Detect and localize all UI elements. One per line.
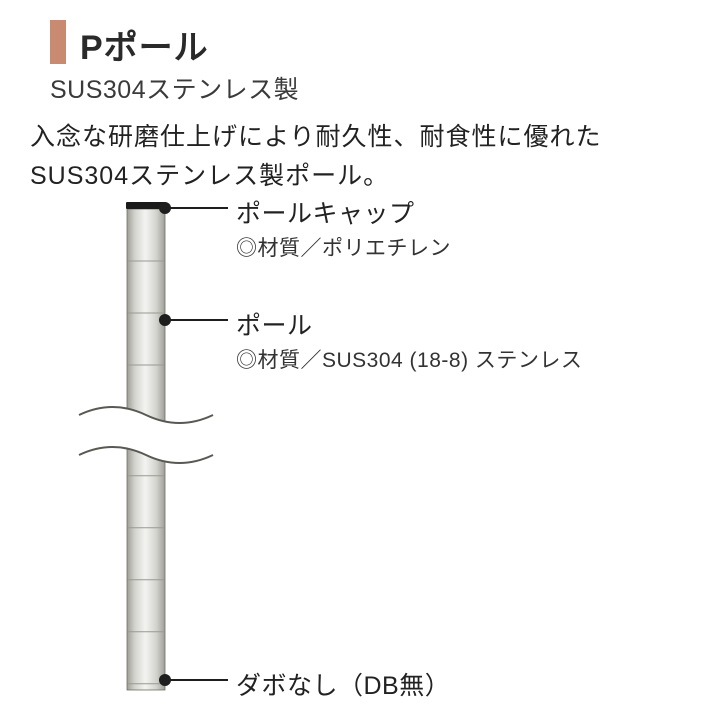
callout-cap-title: ポールキャップ — [236, 194, 451, 230]
callout-pole: ポール ◎材質／SUS304 (18-8) ステンレス — [236, 306, 582, 374]
page-subtitle: SUS304ステンレス製 — [50, 70, 299, 106]
callout-bottom: ダボなし（DB無） — [236, 666, 450, 704]
callout-pole-title: ポール — [236, 306, 582, 342]
callout-cap-subtitle: ◎材質／ポリエチレン — [236, 232, 451, 262]
product-diagram: ポールキャップ ◎材質／ポリエチレン ポール ◎材質／SUS304 (18-8)… — [0, 200, 710, 710]
callout-cap: ポールキャップ ◎材質／ポリエチレン — [236, 194, 451, 262]
description-text: 入念な研磨仕上げにより耐久性、耐食性に優れた SUS304ステンレス製ポール。 — [30, 118, 602, 196]
diagram-svg — [0, 200, 710, 710]
callout-bottom-title: ダボなし（DB無） — [236, 666, 450, 702]
description-line-1: 入念な研磨仕上げにより耐久性、耐食性に優れた — [30, 123, 602, 151]
accent-bar — [50, 20, 66, 64]
description-line-2: SUS304ステンレス製ポール。 — [30, 162, 389, 190]
callout-pole-subtitle: ◎材質／SUS304 (18-8) ステンレス — [236, 344, 582, 374]
header-block: Pポール — [50, 20, 209, 69]
page-title: Pポール — [80, 20, 209, 69]
